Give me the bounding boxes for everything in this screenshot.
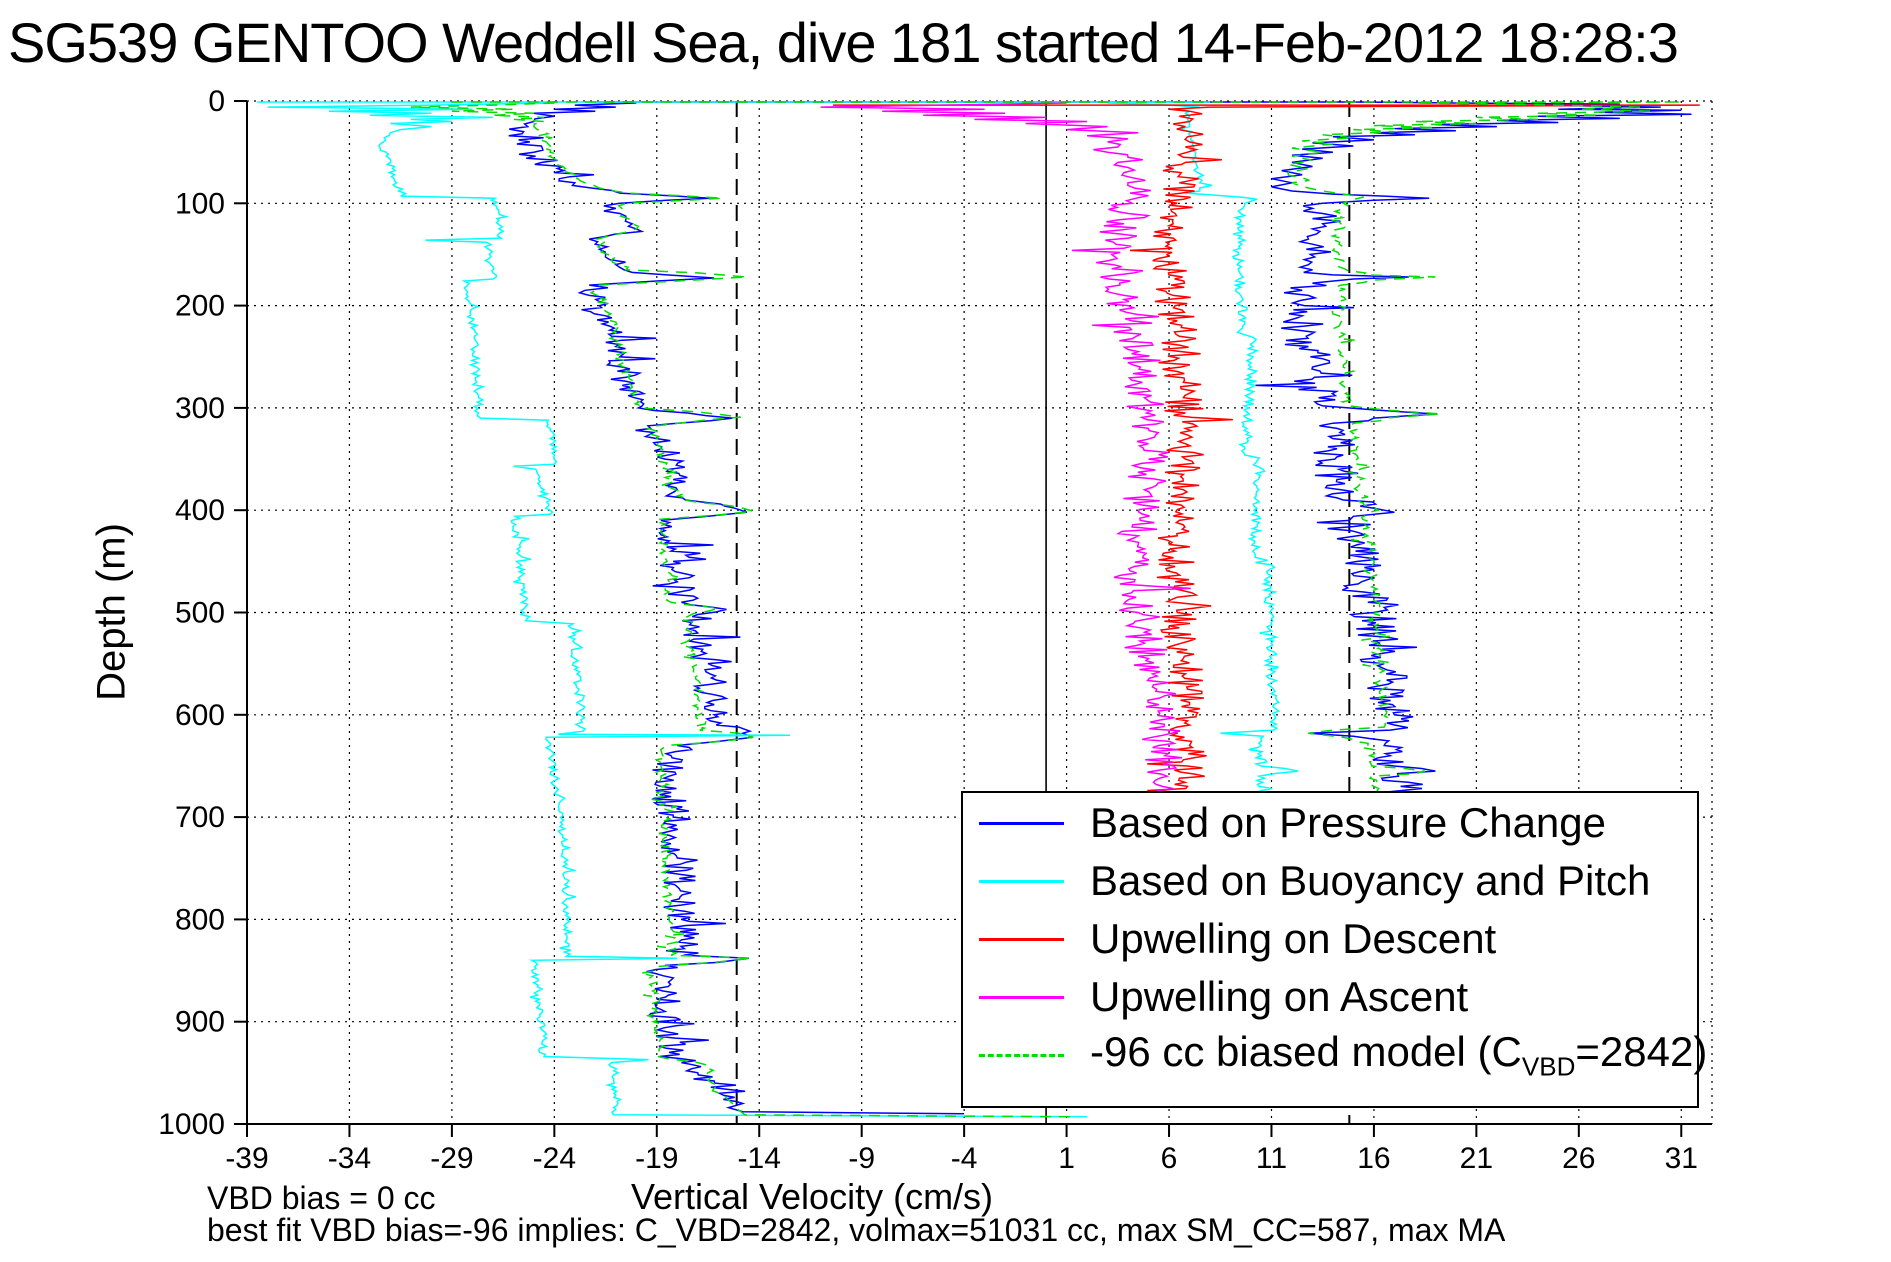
legend-item-0: Based on Pressure Change (963, 799, 1697, 846)
x-tick-label: 21 (1460, 1142, 1493, 1175)
legend-line-sample (979, 879, 1064, 883)
grid (247, 100, 1713, 1124)
x-tick-label: 31 (1665, 1142, 1698, 1175)
legend-line-sample (979, 995, 1064, 999)
x-tick-label: -29 (430, 1142, 473, 1175)
legend-item-3: Upwelling on Ascent (963, 973, 1697, 1020)
x-tick-label: 26 (1562, 1142, 1595, 1175)
legend-line-sample (979, 937, 1064, 941)
series-model-ascent-line (451, 101, 1682, 818)
x-tick-label: -19 (635, 1142, 678, 1175)
x-tick-label: -4 (951, 1142, 978, 1175)
y-tick-label: 400 (175, 494, 225, 527)
legend: Based on Pressure Change Based on Buoyanc… (961, 791, 1707, 1108)
y-tick-label: 800 (175, 903, 225, 936)
x-tick-label: 6 (1161, 1142, 1178, 1175)
x-tick-label: 16 (1357, 1142, 1390, 1175)
series-group (257, 101, 1700, 1118)
y-tick-label: 700 (175, 801, 225, 834)
y-tick-label: 100 (175, 187, 225, 220)
y-tick-label: 300 (175, 392, 225, 425)
y-tick-label: 1000 (158, 1108, 225, 1141)
y-tick-label: 0 (208, 85, 225, 118)
legend-item-1: Based on Buoyancy and Pitch (963, 857, 1697, 904)
series-pressure-ascent-line (595, 101, 1692, 818)
x-tick-label: 1 (1058, 1142, 1075, 1175)
legend-item-4: -96 cc biased model (CVBD=2842) (963, 1028, 1707, 1081)
y-tick-label: 900 (175, 1006, 225, 1039)
y-tick-label: 200 (175, 290, 225, 323)
x-tick-label: -24 (533, 1142, 576, 1175)
y-axis-label: Depth (m) (89, 523, 134, 701)
legend-line-sample (979, 1053, 1064, 1057)
axes (234, 100, 1712, 1137)
tick-labels: -39 -34 -29 -24 -19 -14 -9 -4 1 6 11 16 21 26 31010020… (158, 85, 1698, 1175)
series-upwelling-ascent-line (820, 102, 1191, 818)
x-tick-label: -9 (848, 1142, 875, 1175)
legend-label: Based on Buoyancy and Pitch (1090, 857, 1651, 904)
x-tick-label: -14 (738, 1142, 781, 1175)
series-pressure-descent-line (508, 102, 965, 1115)
legend-label: Upwelling on Descent (1090, 915, 1497, 962)
series-buoyancy-descent-line (267, 102, 1088, 1118)
x-tick-label: 11 (1256, 1142, 1287, 1175)
legend-label: Upwelling on Ascent (1090, 973, 1469, 1020)
best-fit-annotation: best fit VBD bias=-96 implies: C_VBD=284… (207, 1212, 1506, 1248)
x-tick-label: -39 (225, 1142, 268, 1175)
legend-line-sample (979, 821, 1064, 825)
series-buoyancy-ascent-line (257, 101, 1299, 818)
legend-label: Based on Pressure Change (1090, 799, 1606, 846)
y-tick-label: 600 (175, 699, 225, 732)
y-tick-label: 500 (175, 597, 225, 630)
x-axis-label: Vertical Velocity (cm/s) (630, 1176, 994, 1217)
vbd-bias-annotation: VBD bias = 0 cc (207, 1180, 436, 1216)
series-upwelling-descent-line (833, 104, 1700, 818)
plot-title: SG539 GENTOO Weddell Sea, dive 181 start… (8, 11, 1679, 74)
legend-item-2: Upwelling on Descent (963, 915, 1697, 962)
x-tick-label: -34 (328, 1142, 371, 1175)
legend-label: -96 cc biased model (CVBD=2842) (1090, 1027, 1708, 1082)
